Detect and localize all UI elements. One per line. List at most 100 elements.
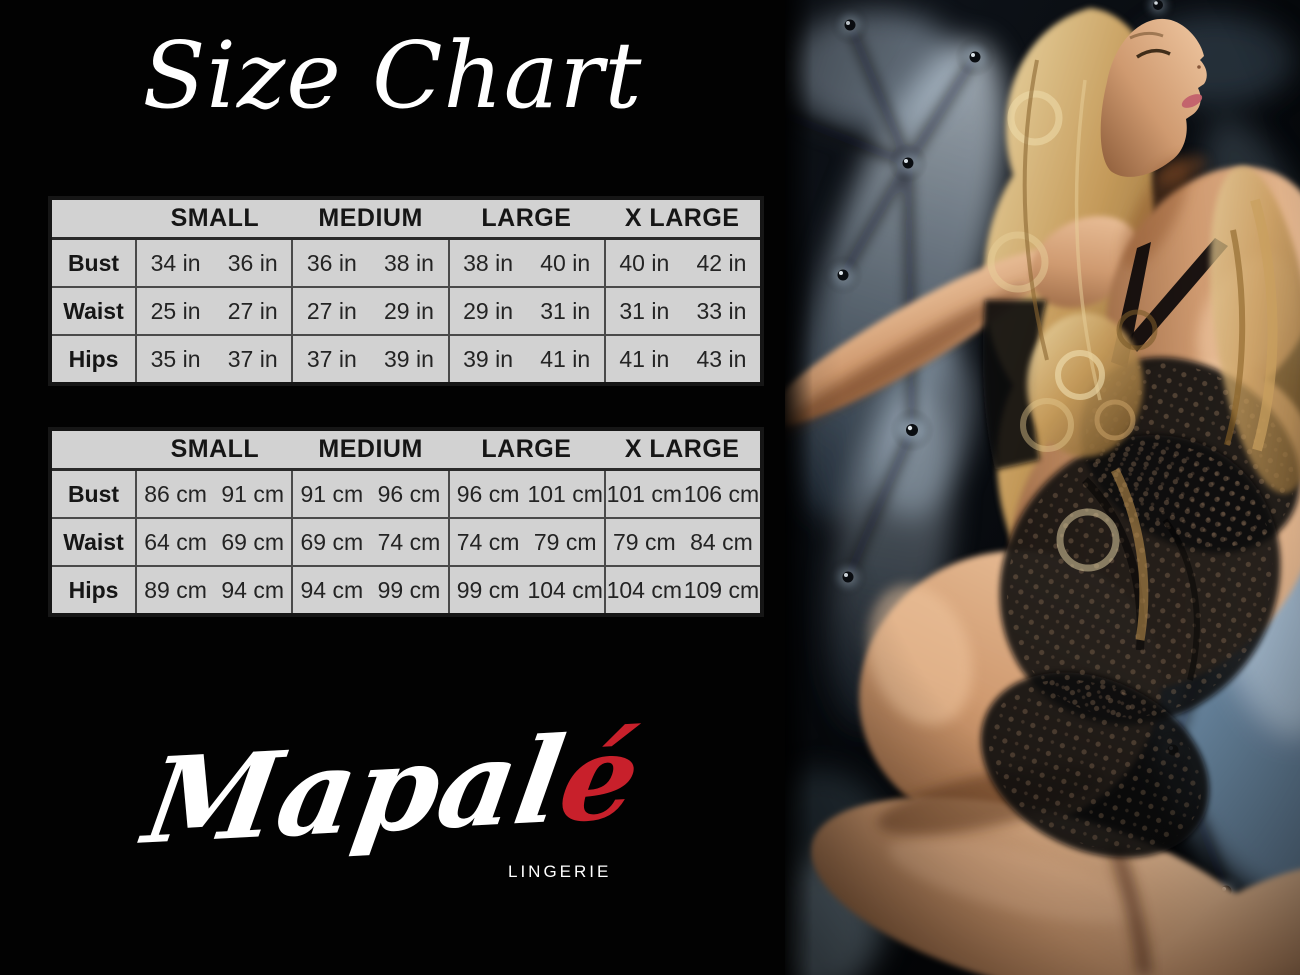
- photo-vignette: [785, 0, 1300, 975]
- size-row-bust: Bust 86 cm 91 cm 91 cm 96 cm 96 cm 101 cm 101 c…: [52, 471, 760, 517]
- size-row-bust: Bust 34 in 36 in 36 in 38 in 38 in 40 in 40 in 4…: [52, 240, 760, 286]
- measurement-value: 91 cm: [221, 480, 284, 507]
- brand-wordmark: Mapalé: [0, 696, 800, 882]
- measurement-value: 69 cm: [300, 528, 364, 555]
- measurement-cell: 94 cm 99 cm: [291, 567, 447, 613]
- photo-left-blend: [785, 0, 813, 975]
- size-table-inches: SMALL MEDIUM LARGE X LARGE Bust 34 in 36 in 36 …: [48, 196, 764, 386]
- size-row-hips: Hips 89 cm 94 cm 94 cm 99 cm 99 cm 104 cm 104 c…: [52, 565, 760, 613]
- brand-subtitle: LINGERIE: [508, 862, 612, 881]
- measurement-value: 39 in: [463, 345, 513, 372]
- measurement-value: 101 cm: [527, 480, 603, 507]
- measurement-value: 37 in: [227, 345, 278, 372]
- measurement-value: 38 in: [384, 249, 434, 276]
- left-panel: Size Chart SMALL MEDIUM LARGE X LARGE Bust 34…: [0, 22, 785, 906]
- measurement-value: 35 in: [150, 345, 201, 372]
- measurement-cell: 104 cm 109 cm: [603, 567, 760, 613]
- measurement-value: 31 in: [619, 297, 670, 324]
- column-header-large: LARGE: [481, 204, 572, 232]
- measurement-cell: 29 in 31 in: [447, 288, 604, 334]
- measurement-value: 41 in: [619, 345, 670, 372]
- measurement-value: 96 cm: [377, 480, 441, 507]
- measurement-value: 79 cm: [533, 528, 597, 555]
- measurement-value: 29 in: [384, 297, 434, 324]
- measurement-value: 86 cm: [144, 480, 207, 507]
- column-header-medium: MEDIUM: [318, 204, 423, 232]
- measurement-value: 27 in: [227, 297, 278, 324]
- column-header-x-large: X LARGE: [624, 204, 740, 232]
- measurement-value: 25 in: [150, 297, 201, 324]
- column-header-large: LARGE: [481, 435, 572, 463]
- measurement-value: 99 cm: [377, 576, 441, 603]
- brand-name-main: Mapal: [136, 710, 574, 871]
- column-header-x-large: X LARGE: [624, 435, 740, 463]
- row-label: Hips: [52, 336, 137, 382]
- measurement-value: 40 in: [540, 249, 591, 276]
- measurement-value: 36 in: [227, 249, 278, 276]
- measurement-value: 64 cm: [144, 528, 207, 555]
- measurement-cell: 41 in 43 in: [603, 336, 760, 382]
- measurement-value: 29 in: [463, 297, 513, 324]
- measurement-cell: 86 cm 91 cm: [137, 471, 291, 517]
- brand-logo: Mapalé LINGERIE: [0, 706, 785, 906]
- measurement-value: 109 cm: [683, 576, 760, 603]
- row-label: Bust: [52, 240, 137, 286]
- measurement-value: 91 cm: [300, 480, 364, 507]
- row-label: Bust: [52, 471, 137, 517]
- measurement-cell: 35 in 37 in: [137, 336, 291, 382]
- measurement-cell: 27 in 29 in: [291, 288, 447, 334]
- measurement-value: 104 cm: [606, 576, 683, 603]
- measurement-value: 43 in: [696, 345, 747, 372]
- measurement-value: 84 cm: [690, 528, 753, 555]
- size-table-header: SMALL MEDIUM LARGE X LARGE: [52, 431, 760, 471]
- measurement-value: 40 in: [619, 249, 670, 276]
- row-label: Waist: [52, 519, 137, 565]
- size-row-hips: Hips 35 in 37 in 37 in 39 in 39 in 41 in 41 in 4…: [52, 334, 760, 382]
- measurement-cell: 34 in 36 in: [137, 240, 291, 286]
- measurement-value: 104 cm: [527, 576, 603, 603]
- page-title: Size Chart: [142, 22, 643, 129]
- measurement-value: 33 in: [696, 297, 747, 324]
- measurement-value: 27 in: [306, 297, 357, 324]
- column-header-small: SMALL: [170, 204, 260, 232]
- measurement-value: 31 in: [540, 297, 591, 324]
- measurement-value: 38 in: [463, 249, 513, 276]
- measurement-cell: 38 in 40 in: [447, 240, 604, 286]
- size-table-header: SMALL MEDIUM LARGE X LARGE: [52, 200, 760, 240]
- measurement-cell: 101 cm 106 cm: [603, 471, 760, 517]
- measurement-value: 79 cm: [612, 528, 676, 555]
- column-header-medium: MEDIUM: [318, 435, 423, 463]
- measurement-value: 94 cm: [221, 576, 284, 603]
- row-label: Waist: [52, 288, 137, 334]
- measurement-cell: 74 cm 79 cm: [447, 519, 604, 565]
- column-header-small: SMALL: [170, 435, 260, 463]
- measurement-value: 39 in: [384, 345, 434, 372]
- measurement-cell: 89 cm 94 cm: [137, 567, 291, 613]
- size-table-centimeters: SMALL MEDIUM LARGE X LARGE Bust 86 cm 91 cm 91 …: [48, 427, 764, 617]
- measurement-value: 74 cm: [377, 528, 441, 555]
- model-photo: [785, 0, 1300, 975]
- measurement-cell: 39 in 41 in: [447, 336, 604, 382]
- measurement-value: 106 cm: [683, 480, 760, 507]
- measurement-value: 42 in: [696, 249, 747, 276]
- measurement-value: 101 cm: [606, 480, 683, 507]
- row-label: Hips: [52, 567, 137, 613]
- measurement-cell: 64 cm 69 cm: [137, 519, 291, 565]
- size-row-waist: Waist 64 cm 69 cm 69 cm 74 cm 74 cm 79 cm 79 cm…: [52, 517, 760, 565]
- measurement-value: 34 in: [150, 249, 201, 276]
- measurement-cell: 69 cm 74 cm: [291, 519, 447, 565]
- measurement-cell: 31 in 33 in: [603, 288, 760, 334]
- size-row-waist: Waist 25 in 27 in 27 in 29 in 29 in 31 in 31 in…: [52, 286, 760, 334]
- measurement-cell: 99 cm 104 cm: [447, 567, 604, 613]
- measurement-cell: 25 in 27 in: [137, 288, 291, 334]
- measurement-cell: 37 in 39 in: [291, 336, 447, 382]
- measurement-cell: 40 in 42 in: [603, 240, 760, 286]
- measurement-value: 69 cm: [221, 528, 284, 555]
- measurement-value: 89 cm: [144, 576, 207, 603]
- measurement-value: 99 cm: [456, 576, 520, 603]
- measurement-value: 74 cm: [456, 528, 520, 555]
- measurement-value: 94 cm: [300, 576, 364, 603]
- measurement-value: 36 in: [306, 249, 357, 276]
- measurement-value: 37 in: [306, 345, 357, 372]
